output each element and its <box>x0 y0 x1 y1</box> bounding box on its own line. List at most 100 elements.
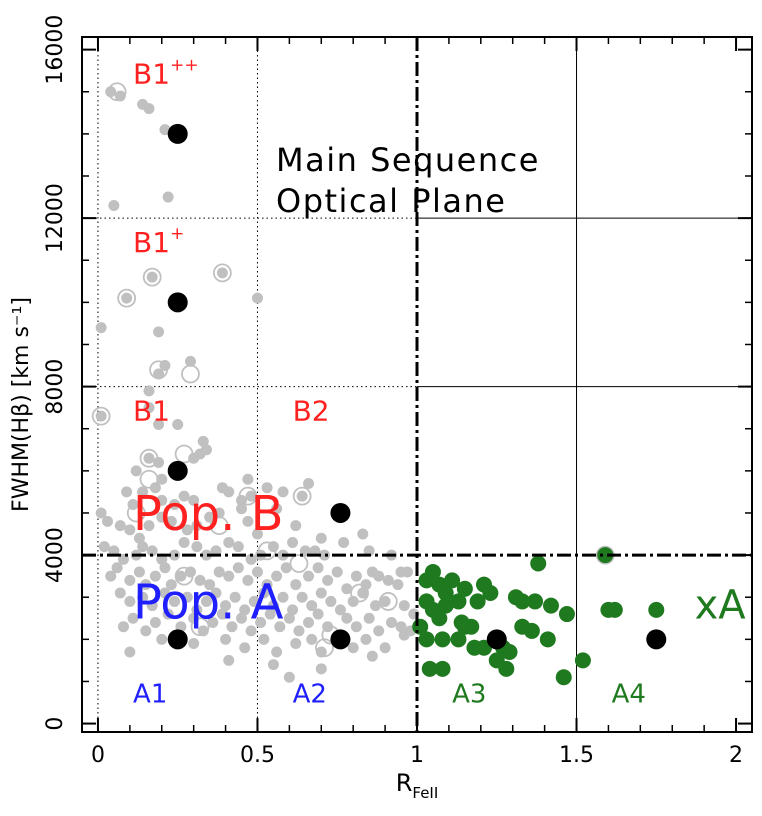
gray-data-point <box>236 503 248 515</box>
gray-ring-marker <box>350 583 369 603</box>
gray-data-point <box>184 355 196 367</box>
gray-data-point <box>392 579 404 591</box>
gray-data-point <box>347 595 359 607</box>
gray-data-point <box>398 600 410 612</box>
axes: 0 0.5 1 1.5 2 0 4000 8000 12000 16000 <box>43 15 752 768</box>
gray-data-point <box>267 659 279 671</box>
gray-data-point <box>232 562 244 574</box>
gray-ring-marker <box>190 617 210 637</box>
gray-data-point <box>261 482 273 494</box>
gray-data-point <box>341 583 353 595</box>
region-label-text: B1 <box>133 226 170 259</box>
region-label: A3 <box>452 680 486 710</box>
gray-data-point <box>143 520 155 532</box>
gray-data-point <box>172 419 184 431</box>
gray-data-point <box>350 570 362 582</box>
gray-data-point <box>366 650 378 662</box>
gray-data-point <box>271 570 283 582</box>
gray-data-point <box>312 608 324 620</box>
region-label-superscript: ++ <box>170 55 199 75</box>
region-label-text: A4 <box>612 680 646 710</box>
gray-data-point <box>124 524 136 536</box>
gray-ring-marker <box>238 486 258 506</box>
gray-ring-marker <box>174 566 194 586</box>
gray-data-point <box>401 566 413 578</box>
gray-data-point <box>306 633 318 645</box>
gray-ring-marker <box>378 592 398 611</box>
gray-data-point <box>271 503 283 515</box>
gray-data-point <box>220 600 232 612</box>
gray-data-point <box>223 654 235 666</box>
y-tick-label: 12000 <box>43 183 68 253</box>
gray-data-point <box>242 473 254 485</box>
gray-data-point <box>169 549 181 561</box>
gray-data-point <box>178 490 190 502</box>
gray-data-point <box>251 566 263 578</box>
gray-data-point <box>357 528 369 540</box>
gray-data-point <box>232 541 244 553</box>
centroid-point <box>646 629 667 650</box>
gray-data-point <box>188 638 200 650</box>
gray-data-point <box>271 646 283 658</box>
gray-data-point <box>251 292 263 304</box>
chart-title-line: Main Sequence <box>276 141 540 179</box>
gray-ring-marker <box>107 82 127 102</box>
centroid-point <box>486 629 507 650</box>
gray-data-point <box>137 541 149 553</box>
gray-data-point <box>395 621 407 633</box>
centroid-point <box>330 502 351 523</box>
gray-data-point <box>283 612 295 624</box>
gray-data-point <box>124 646 136 658</box>
gray-data-point <box>191 541 203 553</box>
green-data-point <box>606 601 623 618</box>
gray-data-point <box>146 271 158 283</box>
gray-data-point <box>318 549 330 561</box>
green-data-point <box>523 622 540 639</box>
region-label-text: B1 <box>133 57 170 90</box>
gray-data-point <box>124 595 136 607</box>
gray-data-point <box>303 570 315 582</box>
gray-data-point <box>287 536 299 548</box>
gray-data-point <box>287 604 299 616</box>
gray-data-point <box>149 570 161 582</box>
gray-data-point <box>322 574 334 586</box>
gray-data-point <box>188 494 200 506</box>
gray-data-point <box>341 612 353 624</box>
gray-data-point <box>290 579 302 591</box>
x-axis-label-subscript: FeII <box>412 784 438 802</box>
gray-data-point <box>146 545 158 557</box>
gray-ring-marker <box>315 638 334 658</box>
gray-data-point <box>223 486 235 498</box>
chart-title-line: Optical Plane <box>276 182 506 220</box>
gray-data-point <box>357 587 369 599</box>
gray-data-point <box>162 191 174 203</box>
gray-data-point <box>261 579 273 591</box>
centroid-point <box>167 292 188 313</box>
gray-data-point <box>95 322 107 334</box>
gray-data-point <box>363 612 375 624</box>
green-data-point <box>456 580 473 597</box>
gray-data-point <box>197 435 209 447</box>
gray-data-point <box>315 532 327 544</box>
gray-data-point <box>133 532 145 544</box>
gray-data-point <box>188 452 200 464</box>
region-label: xA <box>695 582 747 628</box>
gray-data-point <box>360 633 372 645</box>
gray-data-point <box>373 625 385 637</box>
region-label-text: A1 <box>133 680 167 710</box>
centroid-point <box>167 123 188 144</box>
green-data-point <box>514 593 531 610</box>
region-label-text: B1 <box>133 394 170 427</box>
region-label-text: Pop. A <box>133 574 284 630</box>
gray-data-point <box>216 267 228 279</box>
green-data-point <box>456 618 473 635</box>
gray-data-point <box>239 604 251 616</box>
gray-data-point <box>149 482 161 494</box>
gray-data-point <box>165 515 177 527</box>
gray-data-point <box>296 591 308 603</box>
gray-data-point <box>373 570 385 582</box>
green-data-point <box>434 660 451 677</box>
green-data-point <box>501 643 518 660</box>
